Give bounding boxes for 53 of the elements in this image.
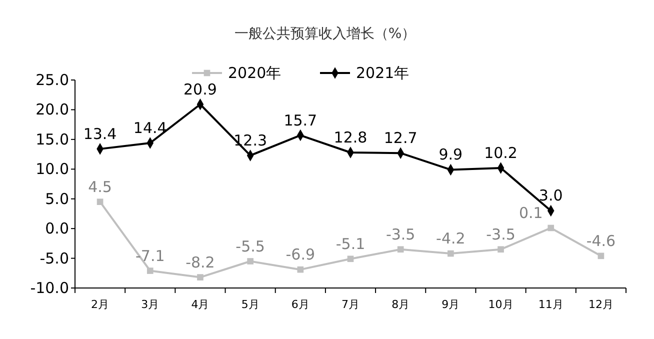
data-label: 12.8 xyxy=(334,128,368,147)
x-tick-label: 6月 xyxy=(291,298,310,311)
x-tick-label: 2月 xyxy=(91,298,110,311)
data-label: -5.1 xyxy=(336,234,366,253)
data-label: -8.2 xyxy=(186,253,215,272)
data-label: 14.4 xyxy=(133,118,167,137)
x-tick-label: 11月 xyxy=(538,298,564,311)
x-tick-label: 9月 xyxy=(442,298,460,311)
x-tick-label: 7月 xyxy=(342,298,360,311)
legend-label: 2020年 xyxy=(228,64,282,82)
data-label: 3.0 xyxy=(538,186,563,205)
x-tick-label: 4月 xyxy=(191,298,210,311)
y-tick-label: 20.0 xyxy=(36,100,69,119)
point xyxy=(247,258,254,264)
y-tick-label: -5.0 xyxy=(40,249,69,268)
data-label: 20.9 xyxy=(184,80,217,98)
data-label: -4.6 xyxy=(586,232,616,250)
point xyxy=(448,250,454,257)
data-label: -5.5 xyxy=(236,237,265,256)
y-tick-label: 25.0 xyxy=(36,71,69,89)
point xyxy=(397,246,404,253)
x-tick-label: 12月 xyxy=(588,298,614,311)
chart-title: 一般公共预算收入增长（%） xyxy=(234,26,416,42)
data-label: 9.9 xyxy=(438,146,463,164)
legend-label: 2021年 xyxy=(356,64,410,82)
y-tick-label: 0.0 xyxy=(45,220,69,238)
data-label: 0.1 xyxy=(519,204,543,222)
data-label: 4.5 xyxy=(88,178,112,196)
data-label: -3.5 xyxy=(386,225,416,244)
y-tick-label: -10.0 xyxy=(30,279,69,297)
y-tick-label: 15.0 xyxy=(36,130,69,148)
point xyxy=(498,246,504,253)
x-tick-label: 5月 xyxy=(241,298,260,311)
y-tick-label: 10.0 xyxy=(36,160,69,178)
data-label: -7.1 xyxy=(135,246,165,265)
point xyxy=(347,256,354,262)
y-tick-label: 5.0 xyxy=(45,190,69,208)
x-tick-label: 10月 xyxy=(488,298,514,311)
point xyxy=(197,274,204,280)
point xyxy=(146,268,154,274)
point xyxy=(297,266,304,273)
data-label: -4.2 xyxy=(436,230,466,248)
x-tick-label: 8月 xyxy=(392,298,410,311)
data-label: -3.5 xyxy=(486,225,516,244)
data-label: -6.9 xyxy=(286,246,316,264)
data-label: 15.7 xyxy=(284,111,318,130)
data-label: 12.7 xyxy=(384,129,418,148)
point xyxy=(598,252,604,260)
x-tick-label: 3月 xyxy=(141,298,160,311)
data-label: 13.4 xyxy=(83,124,117,143)
point xyxy=(548,224,554,232)
point xyxy=(96,198,104,205)
data-label: 10.2 xyxy=(484,144,518,162)
